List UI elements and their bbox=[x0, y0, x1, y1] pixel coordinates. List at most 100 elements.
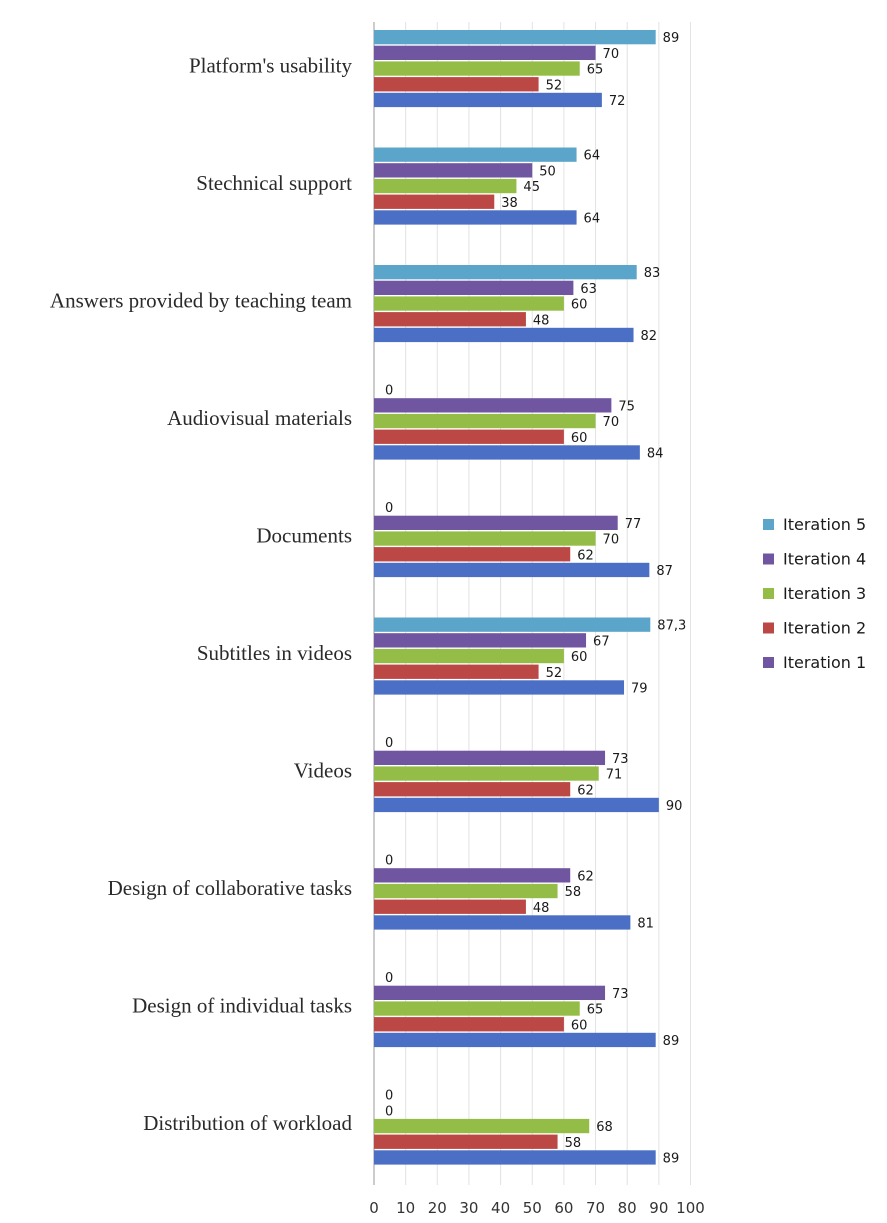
category-label-documents: Documents bbox=[256, 523, 352, 547]
legend-marker-iteration-4 bbox=[763, 553, 774, 565]
legend-marker-iteration-3 bbox=[763, 588, 774, 599]
bar-iteration-2-platform-s-usability bbox=[374, 77, 539, 92]
bar-iteration-4-design-of-individual-tasks bbox=[374, 985, 606, 1000]
x-tick-30: 30 bbox=[459, 1199, 478, 1217]
bar-iteration-3-design-of-individual-tasks bbox=[374, 1001, 580, 1016]
data-label-iteration-4-design-of-individual-tasks: 73 bbox=[612, 987, 629, 1002]
bar-iteration-5-answers-provided-by-teaching-team bbox=[374, 265, 637, 280]
bar-iteration-5-platform-s-usability bbox=[374, 30, 656, 45]
bar-iteration-5-subtitles-in-videos bbox=[374, 617, 651, 632]
data-label-iteration-1-documents: 87 bbox=[656, 564, 673, 579]
x-tick-0: 0 bbox=[369, 1199, 379, 1217]
data-label-iteration-2-platform-s-usability: 52 bbox=[546, 78, 563, 93]
category-label-audiovisual-materials: Audiovisual materials bbox=[167, 406, 352, 430]
legend-marker-iteration-1 bbox=[763, 657, 774, 668]
x-tick-20: 20 bbox=[428, 1199, 447, 1217]
legend-label-iteration-5: Iteration 5 bbox=[783, 515, 866, 534]
legend-marker-iteration-2 bbox=[763, 622, 774, 634]
bar-iteration-4-design-of-collaborative-tasks bbox=[374, 868, 571, 883]
bar-iteration-3-stechnical-support bbox=[374, 178, 517, 194]
x-tick-100: 100 bbox=[676, 1199, 705, 1217]
bar-iteration-3-subtitles-in-videos bbox=[374, 648, 564, 664]
bar-iteration-2-stechnical-support bbox=[374, 194, 495, 209]
bar-iteration-4-videos bbox=[374, 750, 606, 765]
bar-iteration-2-videos bbox=[374, 782, 571, 797]
data-label-iteration-4-audiovisual-materials: 75 bbox=[618, 399, 635, 414]
data-label-iteration-1-videos: 90 bbox=[666, 799, 683, 814]
data-label-iteration-4-answers-provided-by-teaching-team: 63 bbox=[580, 282, 597, 297]
legend-label-iteration-2: Iteration 2 bbox=[783, 619, 866, 638]
data-label-iteration-2-answers-provided-by-teaching-team: 48 bbox=[533, 313, 550, 328]
x-tick-40: 40 bbox=[491, 1199, 510, 1217]
x-tick-10: 10 bbox=[396, 1199, 415, 1217]
data-label-iteration-2-stechnical-support: 38 bbox=[501, 196, 518, 211]
data-label-iteration-3-stechnical-support: 45 bbox=[523, 180, 540, 195]
data-label-iteration-5-subtitles-in-videos: 87,3 bbox=[657, 619, 686, 634]
bar-iteration-2-distribution-of-workload bbox=[374, 1134, 558, 1149]
data-label-iteration-5-stechnical-support: 64 bbox=[584, 149, 601, 164]
data-label-iteration-3-design-of-individual-tasks: 65 bbox=[587, 1003, 604, 1018]
bar-iteration-1-subtitles-in-videos bbox=[374, 680, 625, 695]
category-label-subtitles-in-videos: Subtitles in videos bbox=[197, 641, 352, 665]
bar-iteration-4-platform-s-usability bbox=[374, 45, 596, 60]
x-tick-80: 80 bbox=[618, 1199, 637, 1217]
bar-iteration-2-subtitles-in-videos bbox=[374, 664, 539, 679]
x-tick-90: 90 bbox=[649, 1199, 668, 1217]
data-label-iteration-3-documents: 70 bbox=[603, 533, 620, 548]
legend-label-iteration-3: Iteration 3 bbox=[783, 584, 866, 603]
data-label-iteration-3-design-of-collaborative-tasks: 58 bbox=[565, 885, 582, 900]
data-label-iteration-2-distribution-of-workload: 58 bbox=[565, 1136, 582, 1151]
data-label-iteration-3-distribution-of-workload: 68 bbox=[596, 1120, 613, 1135]
data-label-iteration-5-design-of-individual-tasks: 0 bbox=[385, 971, 393, 986]
data-label-iteration-5-design-of-collaborative-tasks: 0 bbox=[385, 854, 393, 869]
bar-iteration-2-documents bbox=[374, 547, 571, 562]
category-label-stechnical-support: Stechnical support bbox=[196, 171, 352, 195]
data-label-iteration-4-documents: 77 bbox=[625, 517, 642, 532]
bar-iteration-3-answers-provided-by-teaching-team bbox=[374, 296, 564, 311]
data-label-iteration-2-design-of-collaborative-tasks: 48 bbox=[533, 901, 550, 916]
bar-iteration-4-documents bbox=[374, 515, 618, 530]
data-label-iteration-5-documents: 0 bbox=[385, 501, 393, 516]
data-label-iteration-1-stechnical-support: 64 bbox=[584, 211, 601, 226]
bar-iteration-1-platform-s-usability bbox=[374, 92, 602, 108]
data-label-iteration-1-audiovisual-materials: 84 bbox=[647, 446, 664, 461]
category-label-videos: Videos bbox=[294, 758, 352, 782]
bar-iteration-2-answers-provided-by-teaching-team bbox=[374, 312, 526, 327]
bar-iteration-3-audiovisual-materials bbox=[374, 413, 596, 429]
x-tick-60: 60 bbox=[554, 1199, 573, 1217]
bar-iteration-1-documents bbox=[374, 562, 650, 578]
data-label-iteration-3-answers-provided-by-teaching-team: 60 bbox=[571, 298, 588, 313]
data-label-iteration-4-platform-s-usability: 70 bbox=[603, 47, 620, 62]
data-label-iteration-1-subtitles-in-videos: 79 bbox=[631, 681, 648, 696]
data-label-iteration-2-documents: 62 bbox=[577, 548, 594, 563]
bar-iteration-1-videos bbox=[374, 797, 659, 813]
data-label-iteration-5-answers-provided-by-teaching-team: 83 bbox=[644, 266, 661, 281]
legend-label-iteration-1: Iteration 1 bbox=[783, 653, 866, 672]
bar-iteration-5-stechnical-support bbox=[374, 147, 577, 162]
data-label-iteration-1-design-of-individual-tasks: 89 bbox=[663, 1034, 680, 1049]
data-label-iteration-4-stechnical-support: 50 bbox=[539, 164, 556, 179]
legend-label-iteration-4: Iteration 4 bbox=[783, 550, 866, 569]
bar-iteration-4-answers-provided-by-teaching-team bbox=[374, 280, 574, 295]
bar-iteration-4-subtitles-in-videos bbox=[374, 633, 587, 648]
data-label-iteration-5-platform-s-usability: 89 bbox=[663, 31, 680, 46]
data-label-iteration-1-answers-provided-by-teaching-team: 82 bbox=[641, 329, 658, 344]
bar-iteration-3-videos bbox=[374, 766, 599, 781]
bar-iteration-1-design-of-individual-tasks bbox=[374, 1032, 656, 1048]
bar-iteration-4-stechnical-support bbox=[374, 163, 533, 178]
data-label-iteration-4-design-of-collaborative-tasks: 62 bbox=[577, 869, 594, 884]
data-label-iteration-3-platform-s-usability: 65 bbox=[587, 63, 604, 78]
legend-marker-iteration-5 bbox=[763, 519, 774, 530]
bar-iteration-1-distribution-of-workload bbox=[374, 1150, 656, 1165]
bar-iteration-3-platform-s-usability bbox=[374, 61, 580, 76]
data-label-iteration-2-design-of-individual-tasks: 60 bbox=[571, 1018, 588, 1033]
data-label-iteration-2-videos: 62 bbox=[577, 783, 594, 798]
x-tick-70: 70 bbox=[586, 1199, 605, 1217]
data-label-iteration-4-distribution-of-workload: 0 bbox=[385, 1104, 393, 1119]
bar-iteration-3-documents bbox=[374, 531, 596, 546]
category-label-design-of-collaborative-tasks: Design of collaborative tasks bbox=[108, 876, 352, 900]
data-label-iteration-3-subtitles-in-videos: 60 bbox=[571, 650, 588, 665]
x-tick-50: 50 bbox=[523, 1199, 542, 1217]
data-label-iteration-5-audiovisual-materials: 0 bbox=[385, 384, 393, 399]
